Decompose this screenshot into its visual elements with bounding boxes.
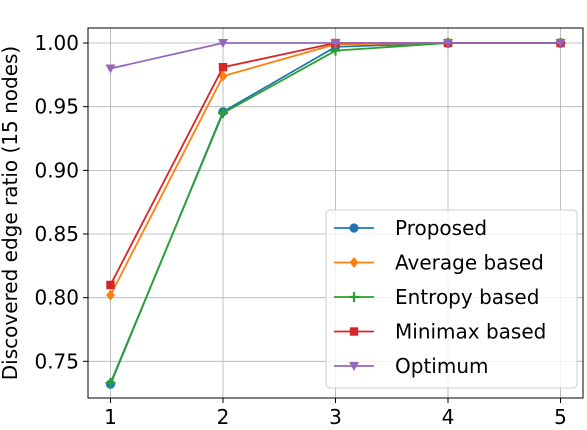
y-tick-label: 0.80	[34, 286, 79, 310]
legend-marker	[349, 292, 359, 302]
x-tick-label: 2	[217, 405, 230, 429]
data-point	[105, 377, 116, 388]
y-axis: 0.75 0.80 0.85 0.90 0.95 1.00	[34, 31, 88, 373]
data-point	[106, 280, 115, 290]
y-tick-label: 0.90	[34, 158, 79, 182]
y-tick-label: 0.75	[34, 349, 79, 373]
legend-label: Minimax based	[395, 320, 546, 344]
data-point	[218, 39, 228, 49]
data-point	[555, 39, 566, 49]
data-point	[330, 39, 341, 49]
legend: Proposed Average based Entropy based Minima…	[325, 209, 578, 389]
data-point	[106, 289, 115, 301]
y-tick-label: 1.00	[34, 31, 79, 55]
data-point	[218, 108, 228, 119]
y-tick-label: 0.95	[34, 95, 79, 119]
data-point	[443, 39, 453, 49]
y-tick-label: 0.85	[34, 222, 79, 246]
data-point	[218, 63, 228, 72]
legend-marker	[349, 362, 359, 371]
x-tick-label: 4	[442, 405, 455, 429]
legend-box	[325, 209, 578, 389]
legend-marker	[349, 223, 359, 233]
x-tick-label: 3	[329, 405, 342, 429]
x-axis: 1 2 3 4 5	[104, 398, 567, 429]
y-axis-label: Discovered edge ratio (15 nodes)	[0, 46, 22, 380]
x-tick-label: 5	[554, 405, 567, 429]
legend-marker	[349, 327, 359, 336]
legend-label: Proposed	[395, 216, 487, 240]
data-point	[105, 64, 116, 74]
series-group	[105, 37, 566, 389]
legend-label: Entropy based	[395, 285, 539, 309]
legend-marker	[349, 257, 359, 268]
x-tick-label: 1	[104, 405, 117, 429]
series-optimum	[105, 39, 566, 74]
legend-label: Optimum	[395, 354, 488, 378]
legend-label: Average based	[395, 251, 544, 275]
